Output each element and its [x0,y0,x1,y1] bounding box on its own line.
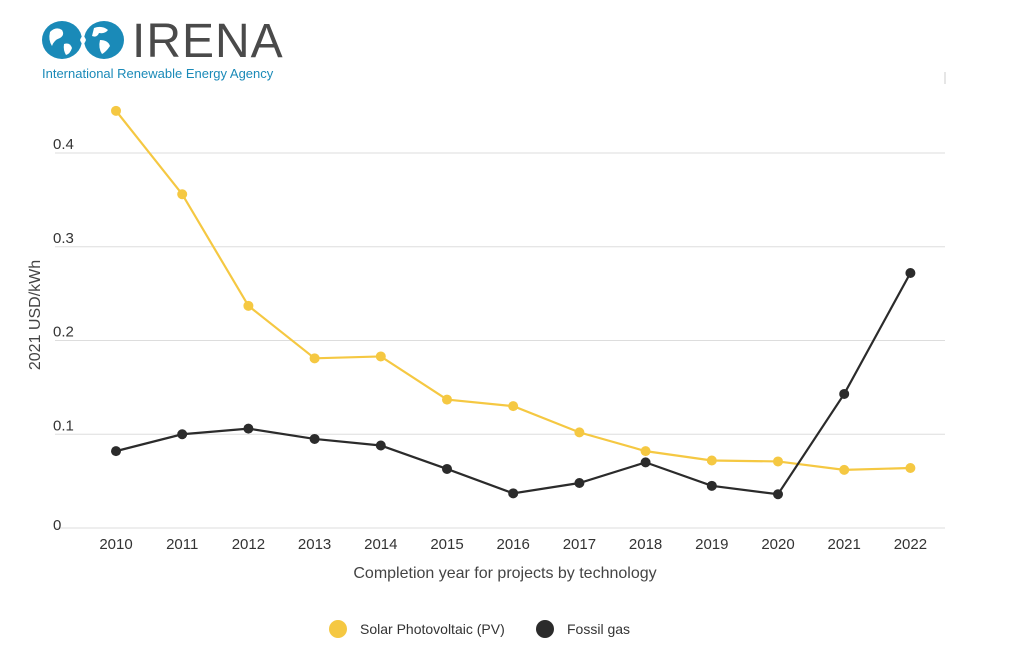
series-line [115,110,911,471]
data-point [243,423,254,434]
irena-logo: IRENA International Renewable Energy Age… [40,15,300,84]
y-tick-label: 0.3 [53,230,74,247]
y-axis-ticks: 0 0.1 0.2 0.3 0.4 [53,136,74,534]
data-point [839,464,850,475]
data-point [706,480,717,491]
legend: Solar Photovoltaic (PV) Fossil gas [329,620,630,638]
x-tick-label: 2022 [894,536,927,553]
data-point [905,268,916,278]
x-tick-label: 2016 [497,536,530,553]
data-point [508,401,519,412]
series-layer [111,105,916,500]
series-line [115,272,912,496]
x-tick-label: 2017 [563,536,596,553]
globe-logo-icon [42,21,124,59]
data-point [375,440,386,451]
legend-marker [536,620,554,638]
y-axis-title: 2021 USD/kWh [27,260,44,370]
y-tick-label: 0.2 [53,324,74,341]
legend-marker [329,620,347,638]
gridlines [55,152,945,529]
legend-label: Fossil gas [567,621,630,637]
y-tick-label: 0 [53,517,61,534]
x-tick-label: 2013 [298,536,331,553]
data-point [905,463,916,473]
data-point [177,189,188,200]
data-point [243,300,254,311]
x-tick-label: 2018 [629,536,662,553]
data-point [177,429,188,440]
data-point [375,351,386,362]
data-point [574,478,585,488]
legend-label: Solar Photovoltaic (PV) [360,621,505,637]
x-tick-label: 2019 [695,536,728,553]
data-point [508,488,519,499]
x-tick-label: 2012 [232,536,265,553]
logo-name: IRENA [132,15,284,68]
x-tick-label: 2021 [828,536,861,553]
data-point [111,105,121,116]
x-axis-ticks: 2010 2011 2012 2013 2014 2015 2016 2017 2018 2019… [99,536,927,553]
data-point [574,427,585,438]
x-tick-label: 2020 [761,536,794,553]
data-point [309,353,320,364]
y-tick-label: 0.1 [53,417,74,434]
x-tick-label: 2014 [364,536,397,553]
x-tick-label: 2010 [99,536,132,553]
logo-tagline: International Renewable Energy Agency [42,66,274,81]
data-point [111,446,121,457]
y-tick-label: 0.4 [53,136,74,153]
data-point [640,446,651,457]
data-point [773,456,783,467]
data-point [839,388,850,399]
data-point [706,455,717,466]
x-axis-title: Completion year for projects by technolo… [353,565,656,582]
data-point [640,457,651,468]
x-tick-label: 2011 [166,536,198,553]
data-point [442,394,452,405]
data-point [309,433,320,444]
data-point [773,489,783,500]
x-tick-label: 2015 [430,536,463,553]
data-point [442,463,452,474]
